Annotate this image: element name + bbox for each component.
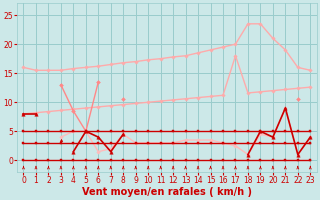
X-axis label: Vent moyen/en rafales ( km/h ): Vent moyen/en rafales ( km/h )	[82, 187, 252, 197]
